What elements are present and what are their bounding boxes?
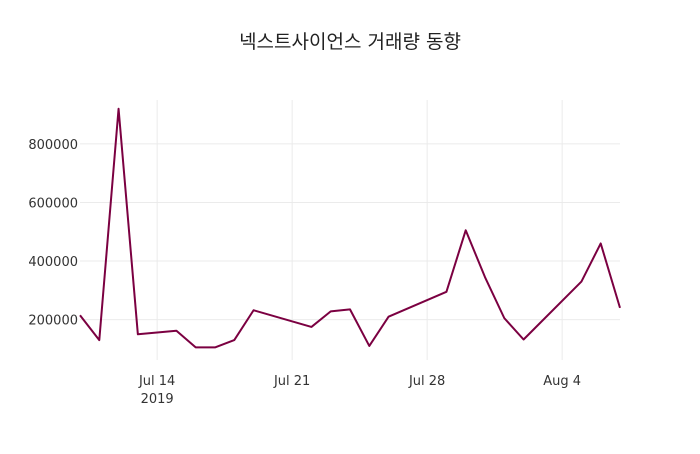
y-tick-label: 600000 bbox=[28, 196, 78, 211]
x-tick-label: Aug 4 bbox=[543, 374, 581, 389]
x-tick-label: Jul 28 bbox=[408, 374, 445, 389]
gridlines bbox=[80, 100, 620, 360]
y-tick-label: 800000 bbox=[28, 138, 78, 153]
series-layer bbox=[79, 107, 621, 349]
series-line bbox=[79, 107, 621, 349]
x-tick-label: Jul 14 bbox=[138, 374, 175, 389]
x-tick-year-label: 2019 bbox=[141, 392, 174, 407]
y-tick-label: 400000 bbox=[28, 255, 78, 270]
x-axis-ticks: Jul 14 2019 Jul 21 Jul 28 Aug 4 bbox=[138, 374, 581, 407]
y-axis-ticks: 200000 400000 600000 800000 bbox=[28, 138, 78, 329]
x-tick-label: Jul 21 bbox=[273, 374, 310, 389]
y-tick-label: 200000 bbox=[28, 314, 78, 329]
chart-title: 넥스트사이언스 거래량 동향 bbox=[239, 31, 461, 53]
